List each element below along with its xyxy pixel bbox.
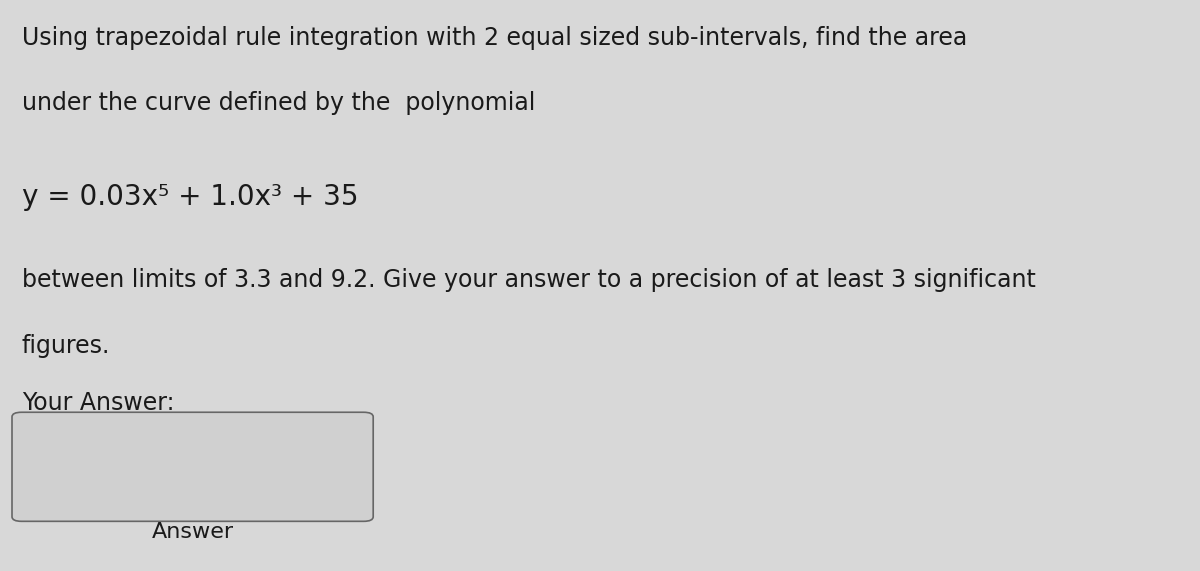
Text: between limits of 3.3 and 9.2. Give your answer to a precision of at least 3 sig: between limits of 3.3 and 9.2. Give your… [22,268,1036,292]
Text: Answer: Answer [151,522,234,542]
Text: y = 0.03x⁵ + 1.0x³ + 35: y = 0.03x⁵ + 1.0x³ + 35 [22,183,358,211]
FancyBboxPatch shape [12,412,373,521]
Text: Using trapezoidal rule integration with 2 equal sized sub-intervals, find the ar: Using trapezoidal rule integration with … [22,26,967,50]
Text: Your Answer:: Your Answer: [22,391,174,415]
Text: under the curve defined by the  polynomial: under the curve defined by the polynomia… [22,91,535,115]
Text: figures.: figures. [22,334,110,358]
